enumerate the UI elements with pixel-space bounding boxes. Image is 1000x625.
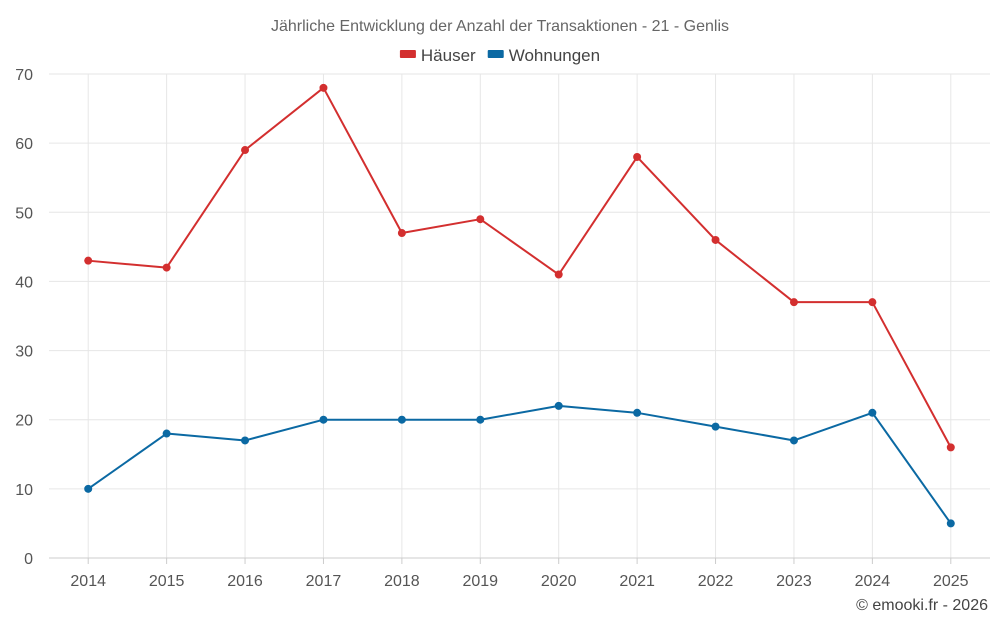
legend-label: Wohnungen (509, 46, 600, 65)
x-tick-label: 2016 (227, 573, 263, 590)
x-tick-label: 2025 (933, 573, 969, 590)
legend-swatch (487, 50, 504, 58)
data-point[interactable] (789, 298, 798, 307)
data-point[interactable] (84, 256, 93, 265)
series-Wohnungen (84, 401, 955, 528)
y-tick-label: 50 (15, 205, 33, 222)
data-point[interactable] (162, 263, 171, 272)
data-point[interactable] (476, 215, 485, 224)
data-point[interactable] (868, 298, 877, 307)
legend-item[interactable]: Wohnungen (487, 46, 600, 65)
series-Häuser (84, 83, 955, 452)
data-point[interactable] (476, 415, 485, 424)
data-point[interactable] (554, 401, 563, 410)
x-tick-label: 2020 (541, 573, 577, 590)
data-point[interactable] (241, 146, 250, 155)
data-point[interactable] (397, 229, 406, 238)
series-line (88, 86, 952, 448)
y-tick-label: 30 (15, 344, 33, 361)
y-tick-label: 70 (15, 67, 33, 84)
legend: Häuser Wohnungen (399, 46, 600, 65)
data-point[interactable] (397, 415, 406, 424)
chart-title: Jährliche Entwicklung der Anzahl der Tra… (271, 18, 729, 35)
x-tick-label: 2022 (698, 573, 734, 590)
legend-swatch (399, 50, 416, 58)
data-point[interactable] (319, 415, 328, 424)
data-point[interactable] (162, 429, 171, 438)
legend-item[interactable]: Häuser (399, 46, 476, 65)
x-tick-label: 2014 (70, 573, 106, 590)
series-line (87, 404, 952, 525)
data-point[interactable] (319, 83, 328, 92)
data-point[interactable] (946, 519, 955, 528)
data-point[interactable] (633, 408, 642, 417)
data-point[interactable] (711, 422, 720, 431)
data-point[interactable] (946, 443, 955, 452)
data-point[interactable] (633, 152, 642, 161)
y-axis: 0 10 20 30 40 50 60 70 (15, 67, 33, 568)
data-point[interactable] (554, 270, 563, 279)
x-tick-label: 2021 (619, 573, 655, 590)
x-tick-label: 2024 (855, 573, 891, 590)
x-axis: 2014 2015 2016 2017 2018 2019 2020 2021 2022 2023… (49, 557, 990, 590)
grid (49, 73, 990, 558)
data-point[interactable] (868, 408, 877, 417)
y-tick-label: 40 (15, 274, 33, 291)
data-point[interactable] (241, 436, 250, 445)
y-tick-label: 60 (15, 136, 33, 153)
x-tick-label: 2019 (462, 573, 498, 590)
y-tick-label: 20 (15, 413, 33, 430)
data-point[interactable] (789, 436, 798, 445)
credit-text: © emooki.fr - 2026 (856, 597, 988, 614)
x-tick-label: 2023 (776, 573, 812, 590)
legend-label: Häuser (421, 46, 476, 65)
series-layer (84, 83, 955, 528)
data-point[interactable] (711, 235, 720, 244)
y-tick-label: 0 (24, 551, 33, 568)
data-point[interactable] (84, 484, 93, 493)
y-tick-label: 10 (15, 482, 33, 499)
x-tick-label: 2015 (149, 573, 185, 590)
x-tick-label: 2017 (306, 573, 342, 590)
x-tick-label: 2018 (384, 573, 420, 590)
